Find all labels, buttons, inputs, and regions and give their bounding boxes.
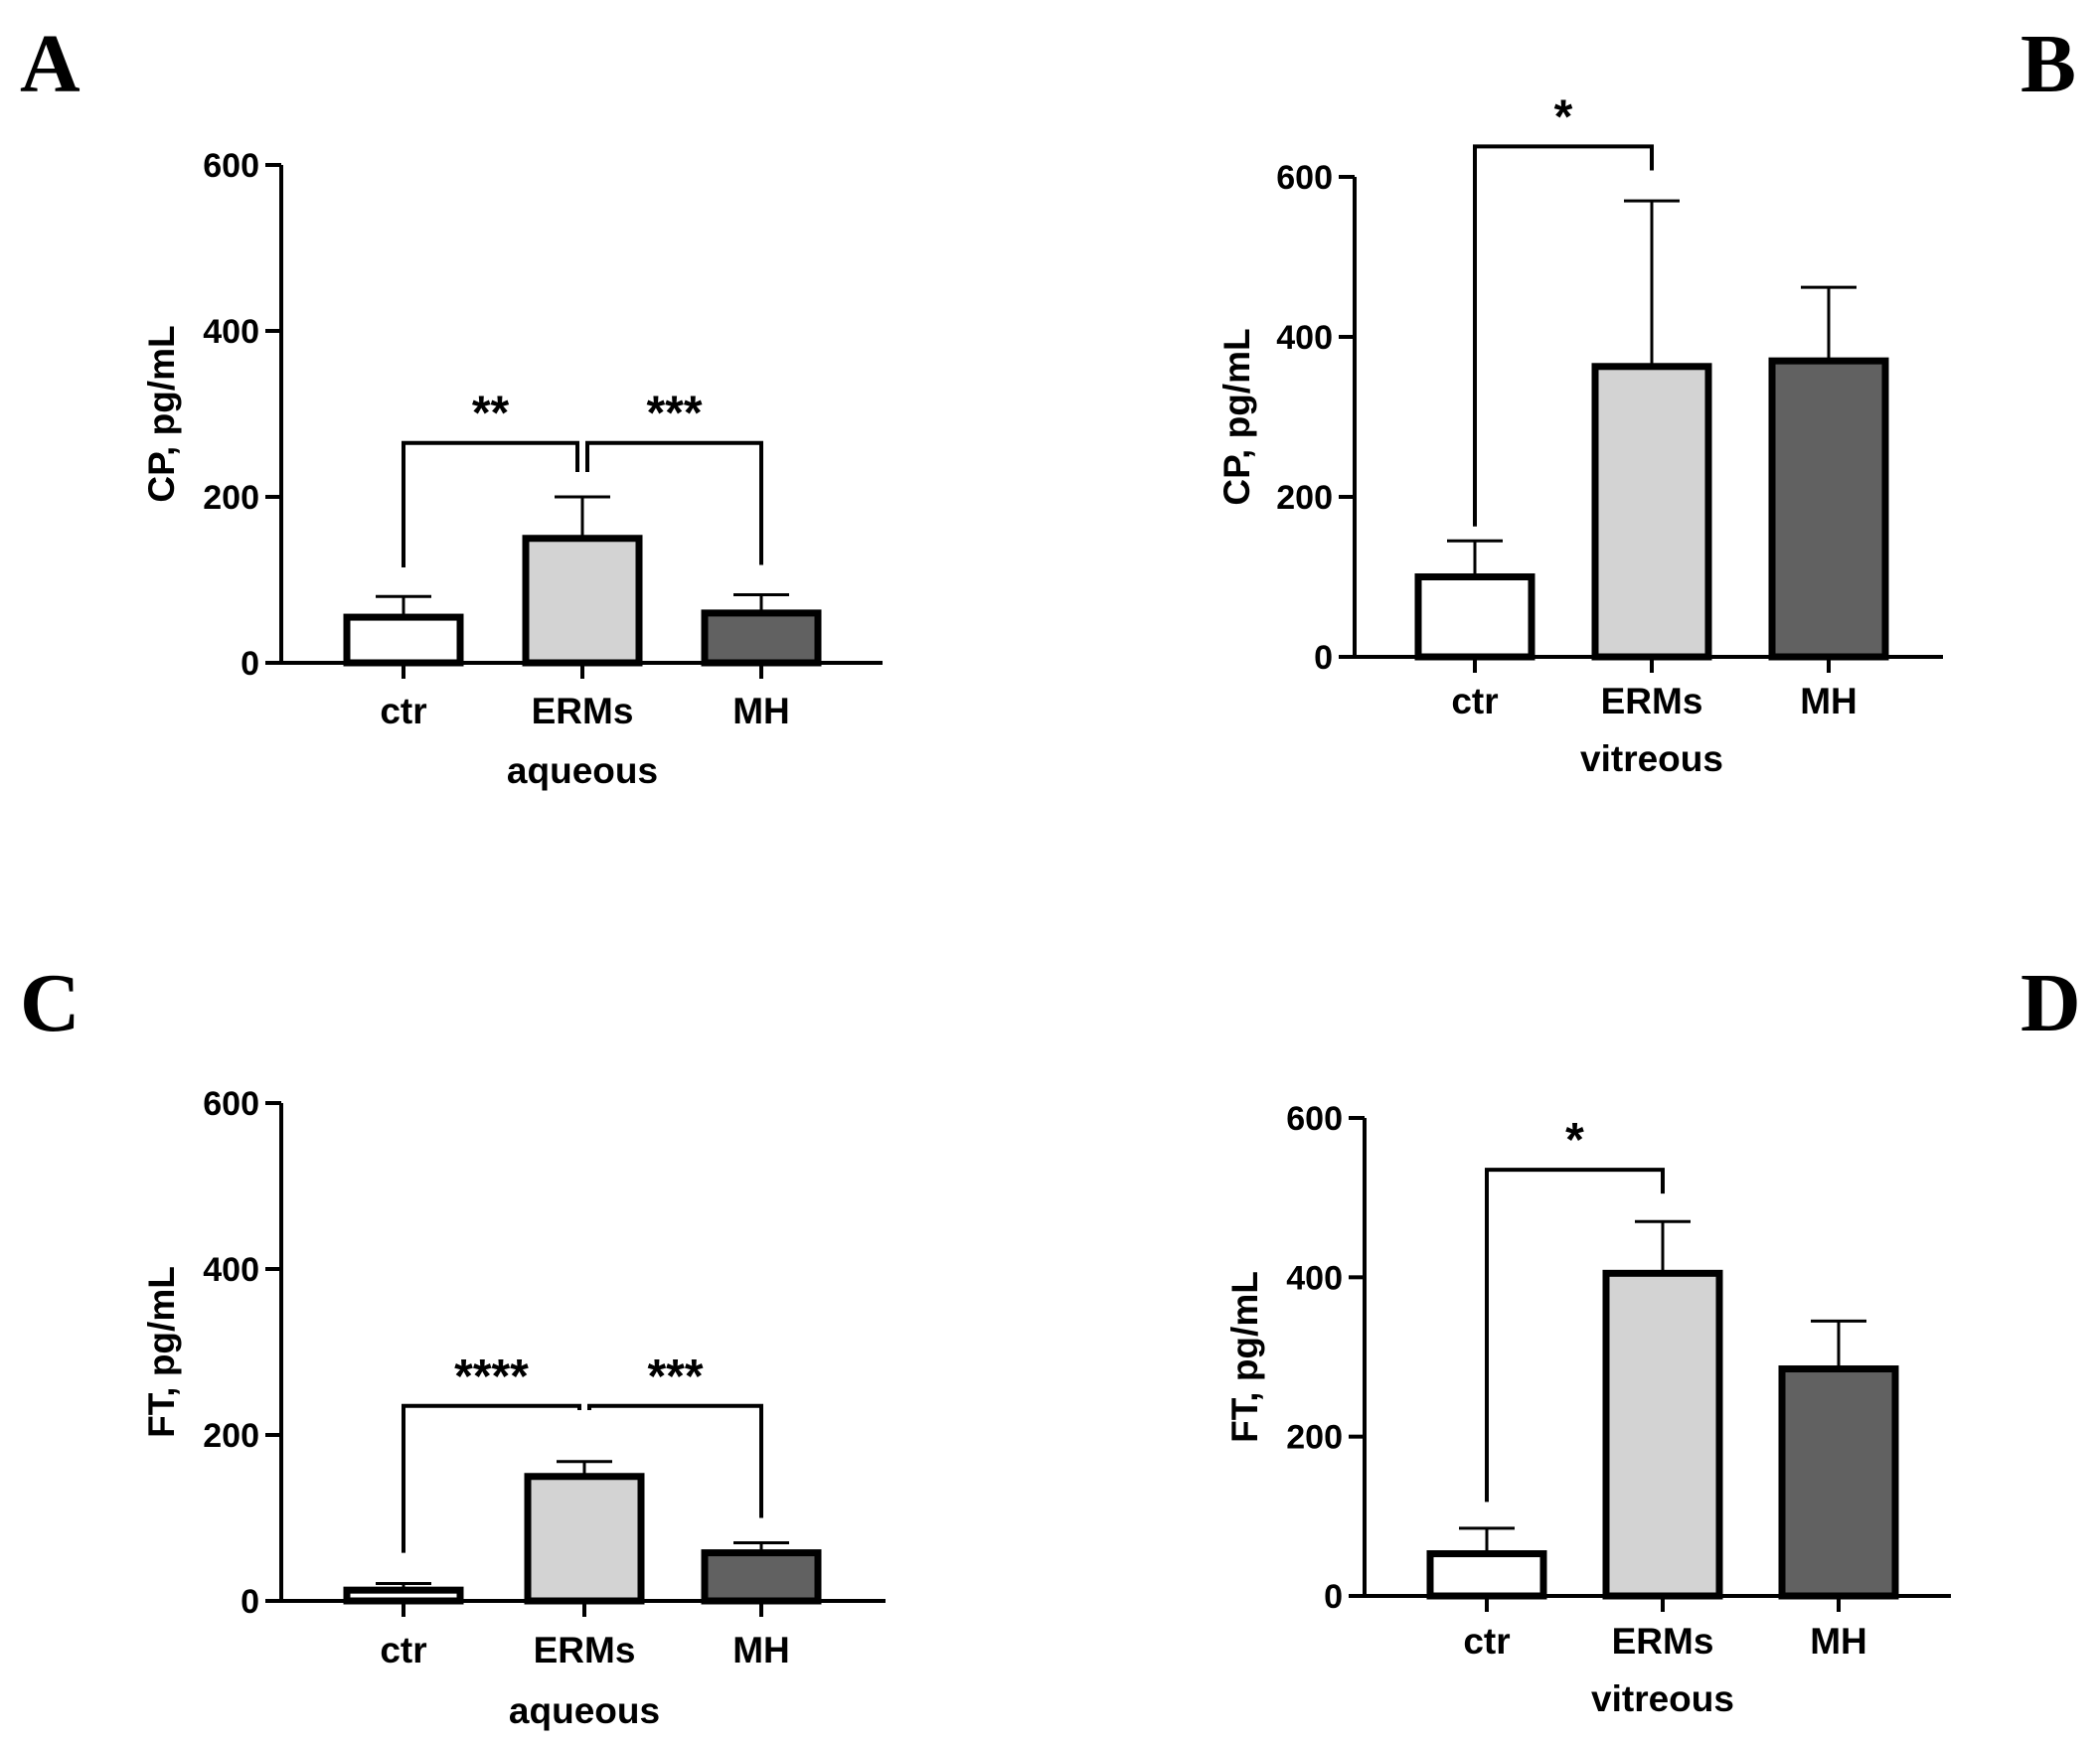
category-label-erms: ERMs <box>532 691 634 731</box>
significance-bracket <box>1485 1168 1665 1503</box>
y-tick-label: 200 <box>203 479 259 517</box>
y-tick-label: 600 <box>1286 1100 1343 1138</box>
category-label-ctr: ctr <box>1463 1621 1510 1662</box>
category-label-mh: MH <box>732 1630 790 1670</box>
y-tick-label: 400 <box>203 1251 259 1289</box>
significance-label: * <box>1565 1114 1584 1167</box>
x-axis-title: aqueous <box>507 750 658 791</box>
category-label-mh: MH <box>1800 681 1858 721</box>
panel-b-label: B <box>2020 18 2076 110</box>
y-tick-label: 600 <box>203 147 259 185</box>
significance-bracket <box>402 1403 581 1553</box>
significance-bracket <box>402 440 579 567</box>
y-tick-label: 600 <box>1276 159 1333 197</box>
panel-c-letter: C <box>20 957 81 1049</box>
bar-erms <box>1591 363 1712 661</box>
y-axis-title: FT, pg/mL <box>1224 1271 1265 1443</box>
y-tick-label: 400 <box>1276 319 1333 357</box>
y-tick-label: 600 <box>203 1085 259 1123</box>
y-tick-label: 200 <box>203 1417 259 1455</box>
y-tick-label: 400 <box>1286 1259 1343 1297</box>
y-tick-label: 200 <box>1286 1419 1343 1457</box>
significance-label: *** <box>646 388 702 440</box>
bar-ctr <box>343 613 464 667</box>
category-label-mh: MH <box>732 691 790 731</box>
x-axis-title: aqueous <box>509 1690 660 1731</box>
bar-ctr <box>1414 573 1535 661</box>
chart-panel-d: 0 200 400 600 FT, pg/mL ctr ERMs MH vitreous * <box>1224 1100 1951 1719</box>
x-axis-title: vitreous <box>1580 738 1723 779</box>
bar-erms <box>1602 1269 1723 1600</box>
bar-mh <box>701 1549 822 1605</box>
significance-label: ** <box>472 388 510 440</box>
significance-label: *** <box>647 1350 703 1403</box>
panel-d-label: D <box>2020 957 2081 1049</box>
bar-erms <box>524 1473 645 1605</box>
panel-d-letter: D <box>2020 957 2081 1049</box>
panel-a-letter: A <box>20 18 81 110</box>
significance-bracket <box>587 1403 763 1518</box>
category-label-ctr: ctr <box>380 691 426 731</box>
category-label-erms: ERMs <box>1601 681 1703 721</box>
y-tick-label: 0 <box>1314 639 1333 677</box>
y-tick-label: 0 <box>241 1583 259 1621</box>
y-tick-label: 400 <box>203 313 259 351</box>
bar-mh <box>1778 1365 1899 1600</box>
category-label-ctr: ctr <box>1451 681 1498 721</box>
bar-ctr <box>1426 1550 1547 1600</box>
significance-bracket <box>585 440 763 565</box>
panel-b-letter: B <box>2020 18 2076 110</box>
significance-label: * <box>1554 90 1573 143</box>
y-tick-label: 200 <box>1276 479 1333 517</box>
bar-ctr <box>343 1586 464 1605</box>
y-axis-title: CP, pg/mL <box>141 325 182 502</box>
category-label-erms: ERMs <box>1612 1621 1714 1662</box>
bar-mh <box>701 609 822 667</box>
significance-bracket <box>1473 144 1654 527</box>
y-axis-title: FT, pg/mL <box>141 1266 182 1438</box>
category-label-erms: ERMs <box>534 1630 636 1670</box>
y-tick-label: 0 <box>1324 1578 1343 1616</box>
category-label-mh: MH <box>1810 1621 1867 1662</box>
category-label-ctr: ctr <box>380 1630 426 1670</box>
chart-panel-b: 0 200 400 600 CP, pg/mL ctr ERMs MH vitreous * <box>1216 90 1943 779</box>
x-axis-title: vitreous <box>1591 1678 1734 1719</box>
bar-mh <box>1768 357 1889 661</box>
y-axis-title: CP, pg/mL <box>1216 328 1257 505</box>
y-tick-label: 0 <box>241 645 259 683</box>
significance-label: **** <box>454 1350 529 1403</box>
panel-a-label: A <box>20 18 81 110</box>
bar-erms <box>522 535 643 667</box>
panel-c-label: C <box>20 957 81 1049</box>
